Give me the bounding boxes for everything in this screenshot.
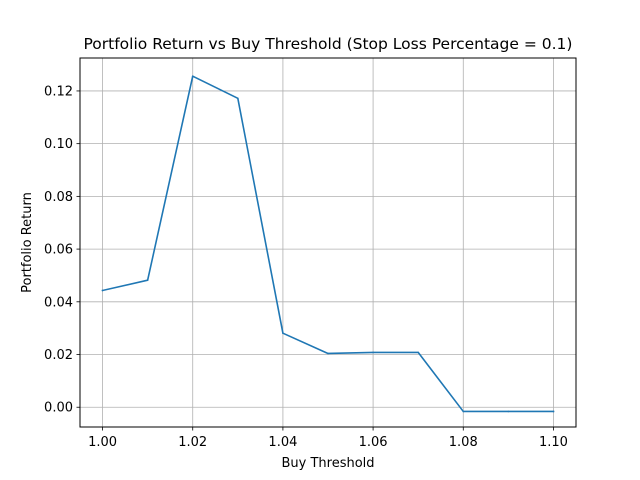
chart-title: Portfolio Return vs Buy Threshold (Stop … — [84, 35, 573, 53]
y-tick-label: 0.12 — [44, 84, 73, 99]
x-axis-label: Buy Threshold — [281, 456, 374, 471]
data-point — [101, 289, 104, 292]
x-tick-label: 1.02 — [178, 435, 207, 450]
series-layer — [101, 75, 555, 413]
y-tick-label: 0.00 — [44, 401, 73, 416]
data-point — [282, 332, 284, 334]
y-tick-label: 0.06 — [44, 243, 73, 258]
y-tick-label: 0.08 — [44, 190, 73, 205]
data-point — [417, 351, 419, 354]
x-tick-label: 1.00 — [88, 435, 117, 450]
grid-lines — [80, 58, 576, 427]
y-tick-label: 0.02 — [44, 348, 73, 363]
x-tick-label: 1.08 — [449, 435, 478, 450]
x-tick-label: 1.10 — [539, 435, 568, 450]
series-line — [101, 75, 555, 413]
data-point — [462, 410, 465, 413]
x-tick-label: 1.04 — [268, 435, 297, 450]
data-point — [191, 75, 194, 77]
y-tick-label: 0.04 — [44, 295, 73, 310]
data-point — [146, 279, 149, 281]
data-point — [507, 410, 510, 413]
data-point — [372, 351, 374, 354]
tick-marks: 1.00 1.02 1.04 1.06 1.08 1.10 0.00 0.02 0.04 0.06… — [44, 84, 568, 450]
data-point — [327, 352, 329, 355]
y-axis-label: Portfolio Return — [20, 192, 35, 293]
data-point — [237, 97, 239, 100]
data-point — [552, 410, 555, 413]
x-tick-label: 1.06 — [359, 435, 388, 450]
plot-frame — [79, 57, 577, 428]
y-tick-label: 0.10 — [44, 137, 73, 152]
